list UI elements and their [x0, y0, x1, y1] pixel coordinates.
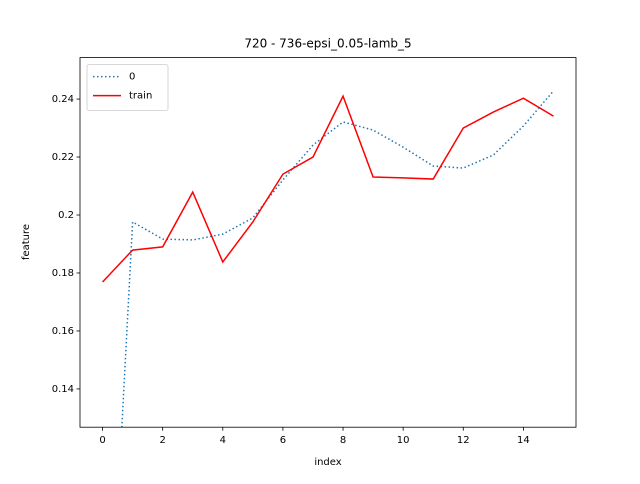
legend-box — [86, 64, 169, 111]
legend-label: 0 — [129, 72, 135, 83]
line-series — [101, 94, 554, 283]
x-tick-label: 4 — [220, 435, 226, 446]
plot-area — [101, 90, 555, 428]
x-tick-label: 0 — [99, 435, 105, 446]
y-tick-label: 0.22 — [52, 152, 74, 163]
x-axis-label: index — [314, 457, 341, 468]
x-tick-label: 6 — [280, 435, 286, 446]
x-tick-label: 14 — [517, 435, 530, 446]
y-axis-label: feature — [21, 224, 32, 260]
line-series — [121, 90, 555, 428]
y-tick-label: 0.16 — [52, 326, 74, 337]
y-tick-label: 0.2 — [58, 210, 74, 221]
y-tick-label: 0.18 — [52, 268, 74, 279]
x-tick-label: 10 — [397, 435, 410, 446]
y-tick-label: 0.14 — [52, 384, 74, 395]
x-tick-label: 8 — [340, 435, 346, 446]
legend-label: train — [129, 91, 152, 102]
chart-title: 720 - 736-epsi_0.05-lamb_5 — [244, 37, 411, 51]
axes-frame — [79, 57, 577, 428]
y-tick-label: 0.24 — [52, 94, 74, 105]
x-tick-label: 12 — [457, 435, 470, 446]
x-tick-label: 2 — [159, 435, 165, 446]
